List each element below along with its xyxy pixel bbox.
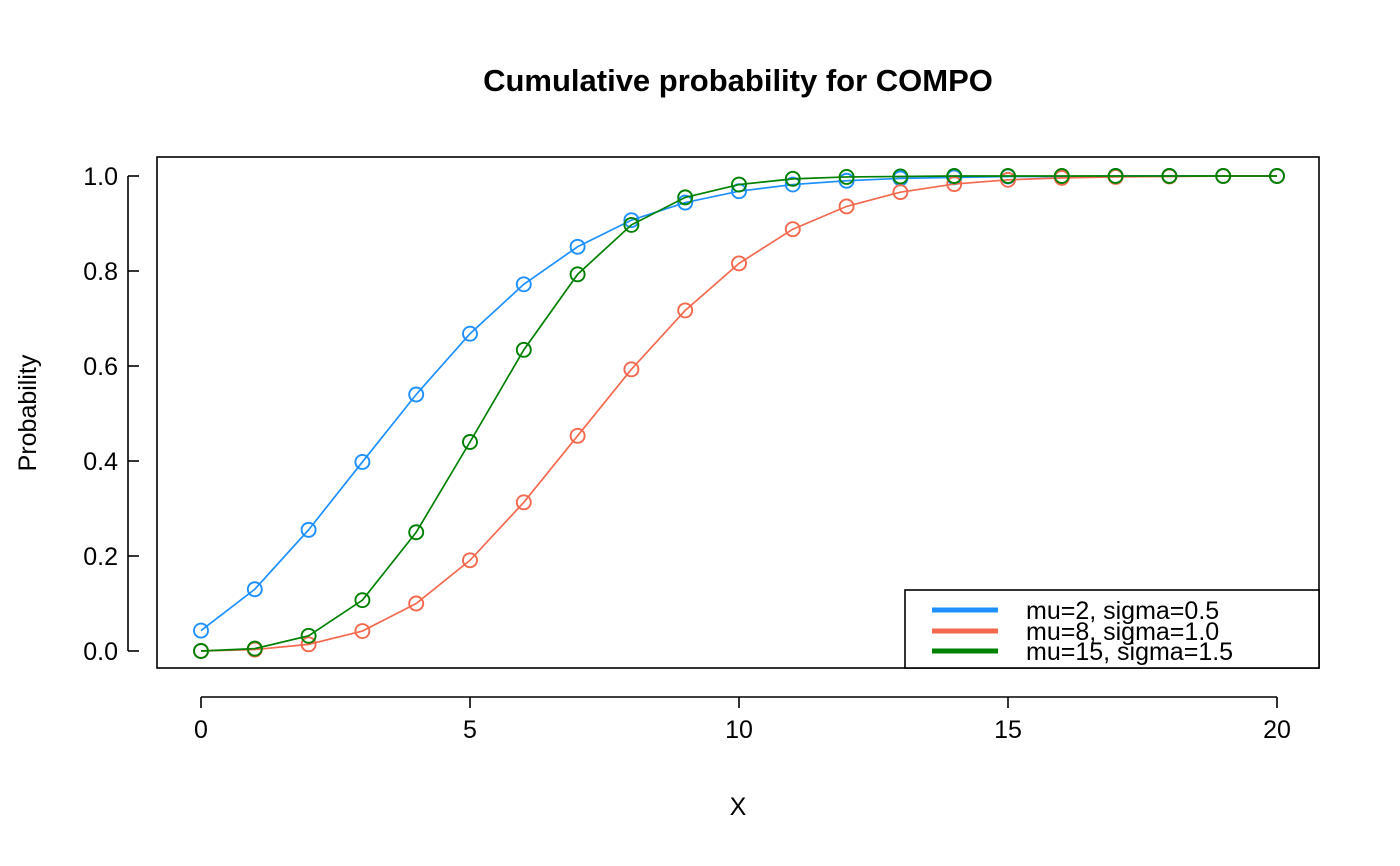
data-point [892, 168, 909, 185]
data-point [1269, 168, 1285, 184]
data-point [246, 640, 263, 657]
data-point [946, 168, 963, 184]
series-line [200, 175, 1277, 652]
series-2 [193, 168, 1285, 659]
data-point [193, 622, 209, 639]
data-point [462, 552, 478, 569]
data-point [462, 434, 478, 450]
data-point [838, 198, 855, 215]
y-tick-label: 1.0 [83, 163, 118, 191]
data-point [892, 184, 909, 201]
data-point [408, 595, 425, 612]
data-point [246, 581, 263, 598]
series-1 [193, 168, 1285, 639]
chart-title: Cumulative probability for COMPO [483, 63, 993, 98]
data-point [838, 172, 855, 189]
x-axis-label: X [730, 793, 747, 821]
data-point [569, 427, 586, 444]
series-3 [193, 168, 1285, 659]
data-point [784, 176, 801, 193]
data-point [623, 212, 640, 229]
data-point [408, 524, 425, 541]
data-point [300, 521, 317, 538]
data-point [1107, 168, 1124, 184]
series-layer [193, 168, 1285, 659]
legend-label: mu=15, sigma=1.5 [1026, 638, 1233, 666]
data-point [946, 176, 963, 193]
x-tick-label: 5 [463, 716, 477, 744]
data-point [462, 325, 478, 342]
data-point [623, 361, 640, 378]
data-point [408, 386, 425, 403]
y-tick-label: 0.2 [83, 543, 118, 571]
data-point [515, 494, 532, 511]
data-point [1053, 168, 1070, 184]
data-point [354, 454, 371, 470]
legend: mu=2, sigma=0.5mu=8, sigma=1.0mu=15, sig… [904, 589, 1320, 669]
data-point [1000, 168, 1016, 184]
data-point [515, 276, 532, 293]
data-point [515, 341, 532, 358]
x-tick-label: 0 [194, 716, 208, 744]
data-point [677, 189, 694, 206]
data-point [1000, 171, 1016, 188]
y-tick-label: 0.0 [83, 638, 118, 666]
data-point [569, 266, 586, 283]
y-tick-label: 0.6 [83, 353, 118, 381]
data-point [569, 238, 586, 255]
series-line [200, 175, 1277, 652]
data-point [300, 636, 317, 653]
data-point [784, 221, 801, 238]
data-point [731, 255, 747, 272]
y-tick-label: 0.4 [83, 448, 118, 476]
x-tick-label: 15 [994, 716, 1022, 744]
data-point [1161, 168, 1178, 184]
data-point [193, 643, 209, 659]
data-point [354, 623, 371, 639]
data-point [677, 194, 694, 211]
y-axis-label: Probability [14, 354, 42, 471]
x-tick-label: 20 [1263, 716, 1291, 744]
plot-frame [156, 156, 1320, 669]
data-point [300, 627, 317, 644]
legend-label: mu=2, sigma=0.5 [1026, 597, 1219, 625]
data-point [838, 168, 855, 185]
data-point [354, 592, 371, 609]
series-line [200, 175, 1277, 632]
data-point [623, 216, 640, 233]
x-tick-label: 10 [725, 716, 753, 744]
legend-label: mu=8, sigma=1.0 [1026, 618, 1219, 646]
y-tick-label: 0.8 [83, 258, 118, 286]
data-point [731, 176, 747, 193]
data-point [784, 170, 801, 187]
data-point [677, 302, 694, 319]
axis-layer: 0 5 10 15 20 0.0 0.2 0.4 0.6 0.8 1.0 [83, 163, 1291, 744]
data-point [1215, 168, 1232, 184]
